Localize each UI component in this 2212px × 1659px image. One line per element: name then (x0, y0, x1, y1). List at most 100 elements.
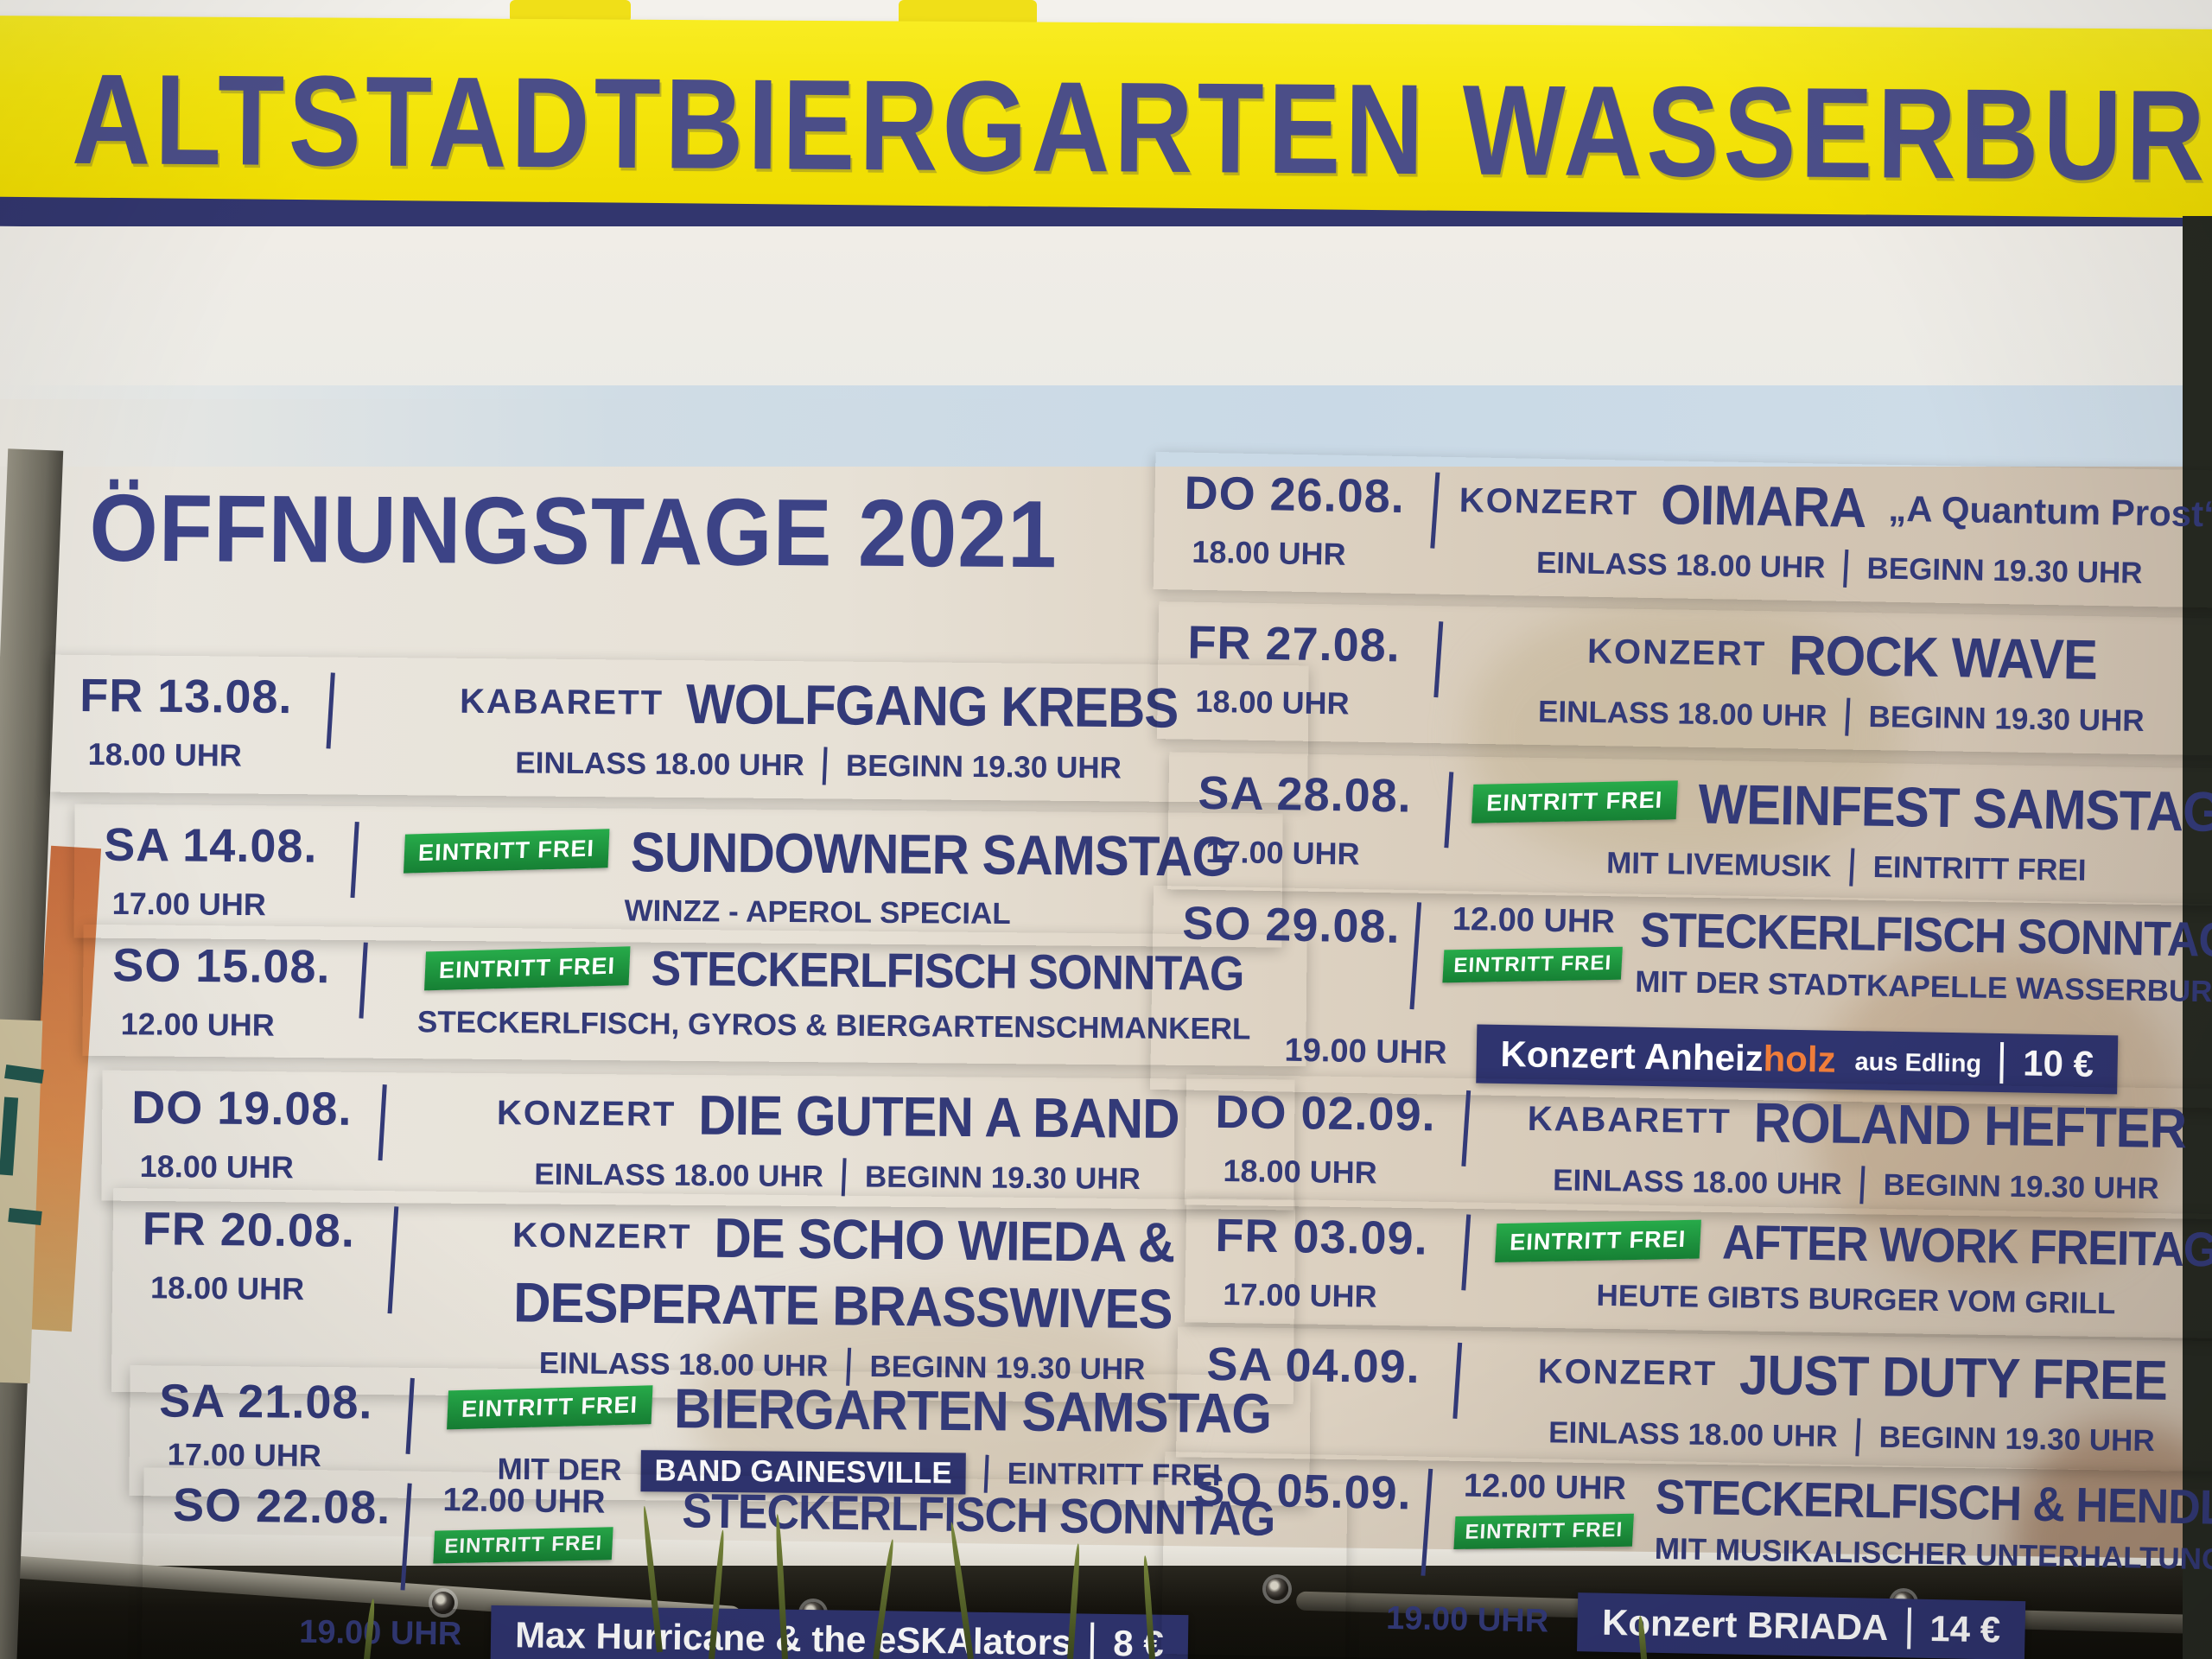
event-date: SO 05.09. (1192, 1463, 1413, 1520)
event-date: FR 20.08. (142, 1203, 356, 1257)
einlass-text: EINLASS 18.00 UHR (1552, 1163, 1842, 1202)
event-time: 12.00 UHR (1452, 900, 1616, 941)
concert-price: 10 € (2022, 1042, 2094, 1084)
event-time: 17.00 UHR (111, 885, 266, 923)
date-divider (1421, 1468, 1433, 1576)
beginn-text: BEGINN 19.30 UHR (1868, 700, 2145, 739)
grommet (432, 1592, 454, 1614)
text-divider (1999, 1042, 2005, 1084)
event-row-fr-27-08: FR 27.08. 18.00 UHR KONZERT ROCK WAVE EI… (1157, 601, 2212, 756)
free-entry-badge: EINTRITT FREI (1442, 946, 1624, 983)
text-divider (1849, 848, 1855, 887)
date-divider (387, 1206, 399, 1314)
event-title: ROLAND HEFTER (1753, 1090, 2187, 1160)
free-entry-badge: EINTRITT FREI (433, 1527, 614, 1564)
free-entry-badge: EINTRITT FREI (1495, 1219, 1701, 1262)
event-date: FR 03.09. (1215, 1209, 1429, 1265)
text-divider (1845, 697, 1851, 736)
event-date: DO 02.09. (1215, 1085, 1437, 1141)
date-divider (405, 1377, 415, 1454)
event-title: DE SCHO WIEDA & (714, 1206, 1175, 1274)
event-category: KONZERT (1586, 632, 1767, 674)
event-title: WEINFEST SAMSTAG (1698, 772, 2212, 844)
event-category: KONZERT (496, 1094, 677, 1134)
banner-title: ALTSTADTBIERGARTEN WASSERBURG (71, 47, 2212, 208)
concert-band-orange: holz (1763, 1038, 1837, 1080)
event-date: SA 04.09. (1206, 1338, 1421, 1394)
event-row-fr-03-09: FR 03.09. 17.00 UHR EINTRITT FREI AFTER … (1185, 1198, 2212, 1338)
event-date: SO 29.08. (1181, 897, 1402, 953)
event-time: 12.00 UHR (120, 1006, 275, 1043)
event-row-sa-04-09: SA 04.09. KONZERT JUST DUTY FREE EINLASS… (1176, 1326, 2212, 1471)
event-date: SA 14.08. (104, 818, 318, 873)
concert-band-origin: aus Edling (1854, 1048, 1982, 1078)
concert-time: 19.00 UHR (1284, 1032, 1447, 1071)
event-subtitle: STECKERLFISCH, GYROS & BIERGARTENSCHMANK… (416, 1005, 1251, 1046)
einlass-text: EINLASS 18.00 UHR (515, 746, 805, 783)
season-title: ÖFFNUNGSTAGE 2021 (89, 474, 1058, 588)
concert-time: 19.00 UHR (1385, 1599, 1549, 1639)
event-category: KONZERT (1537, 1352, 1718, 1394)
event-category: KABARETT (459, 682, 664, 722)
free-entry-badge: EINTRITT FREI (423, 945, 630, 990)
date-divider (1452, 1342, 1463, 1419)
beginn-text: BEGINN 19.30 UHR (1878, 1420, 2155, 1459)
right-edge-shadow (2183, 216, 2212, 1659)
beginn-text: BEGINN 19.30 UHR (864, 1160, 1141, 1197)
einlass-text: EINLASS 18.00 UHR (1548, 1415, 1838, 1454)
einlass-text: EINLASS 18.00 UHR (534, 1157, 824, 1194)
date-divider (1409, 902, 1422, 1010)
concert-band: Max Hurricane & the eSKAlators (514, 1614, 1072, 1659)
event-time: 18.00 UHR (87, 736, 242, 773)
concert-time: 19.00 UHR (298, 1613, 462, 1652)
event-date: SA 21.08. (159, 1375, 373, 1429)
pale-blue-photo-band (0, 385, 2212, 475)
date-divider (400, 1483, 412, 1591)
event-title: OIMARA (1660, 473, 1867, 540)
event-date: DO 26.08. (1184, 467, 1406, 524)
event-subtitle: MIT MUSIKALISCHER UNTERHALTUNG (1654, 1531, 2212, 1577)
event-row-so-05-09: SO 05.09. 12.00 UHR EINTRITT FREI STECKE… (1161, 1452, 2212, 1659)
event-title-suffix: „A Quantum Prost“ (1887, 487, 2212, 535)
event-title: DIE GUTEN A BAND (697, 1084, 1179, 1151)
event-date: DO 19.08. (131, 1081, 353, 1135)
event-time: 17.00 UHR (1223, 1276, 1377, 1314)
concert-price: 8 € (1113, 1622, 1165, 1659)
beginn-text: BEGINN 19.30 UHR (1883, 1167, 2159, 1206)
event-title: AFTER WORK FREITAG (1721, 1215, 2212, 1278)
concert-band: Konzert Anheiz holz (1500, 1033, 1836, 1081)
text-divider (1090, 1622, 1095, 1659)
event-date: FR 27.08. (1187, 616, 1402, 672)
text-divider (1843, 549, 1849, 588)
event-row-do-02-09: DO 02.09. 18.00 UHR KABARETT ROLAND HEFT… (1185, 1074, 2212, 1219)
concert-band-part: Konzert Anheiz (1500, 1033, 1764, 1079)
event-title: STECKERLFISCH & HENDL (1655, 1470, 2212, 1535)
event-title-line2: DESPERATE BRASSWIVES (512, 1271, 1173, 1341)
einlass-text: EINLASS 18.00 UHR (1537, 695, 1827, 734)
event-time: 18.00 UHR (139, 1147, 294, 1185)
date-divider (1444, 772, 1454, 849)
event-date: FR 13.08. (79, 669, 293, 724)
event-row-so-29-08: SO 29.08. 12.00 UHR EINTRITT FREI STECKE… (1150, 886, 2212, 1109)
event-date: SO 15.08. (112, 939, 331, 994)
event-time: 18.00 UHR (1223, 1153, 1377, 1191)
date-divider (378, 1084, 387, 1161)
event-subtitle: HEUTE GIBTS BURGER VOM GRILL (1596, 1278, 2116, 1321)
event-date: SA 28.08. (1198, 766, 1413, 823)
free-entry-badge: EINTRITT FREI (1471, 780, 1678, 823)
event-time: 17.00 UHR (1205, 833, 1360, 872)
event-row-do-26-08: DO 26.08. 18.00 UHR KONZERT OIMARA „A Qu… (1154, 452, 2212, 608)
event-date: SO 22.08. (172, 1478, 391, 1535)
free-entry-badge: EINTRITT FREI (1453, 1513, 1635, 1549)
event-category: KABARETT (1527, 1099, 1732, 1141)
date-divider (326, 672, 335, 749)
einlass-text: EINLASS 18.00 UHR (1535, 545, 1826, 585)
event-row-so-15-08: SO 15.08. 12.00 UHR EINTRITT FREI STECKE… (82, 925, 1306, 1066)
concert-price: 14 € (1929, 1607, 2001, 1650)
date-divider (1461, 1214, 1471, 1291)
concert-box: Max Hurricane & the eSKAlators 8 € (490, 1605, 1189, 1659)
text-divider (1906, 1607, 1911, 1649)
date-divider (1433, 621, 1444, 698)
date-divider (1461, 1090, 1471, 1167)
